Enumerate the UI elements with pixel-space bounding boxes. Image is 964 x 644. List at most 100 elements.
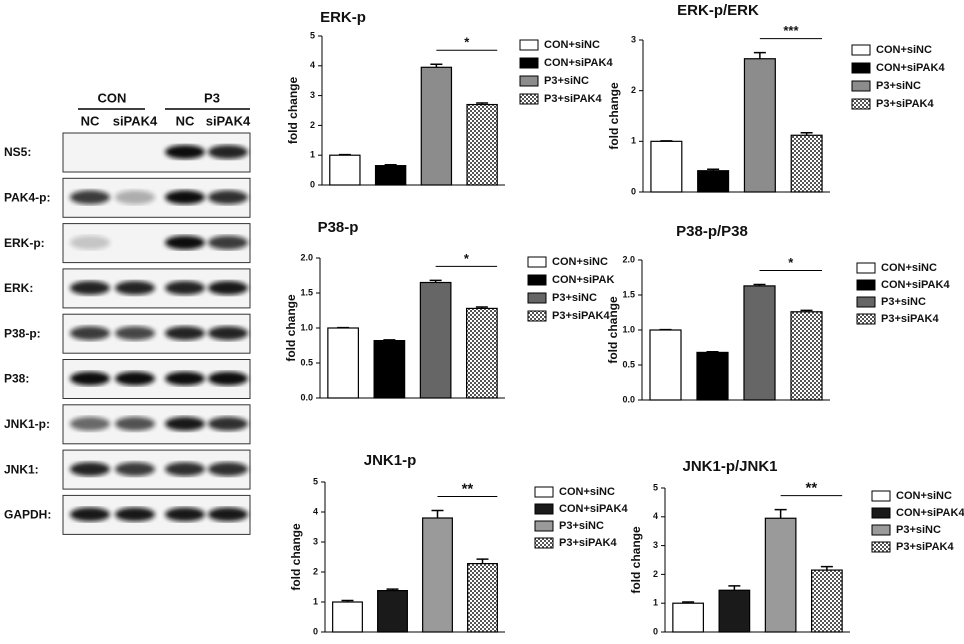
y-tick-label: 0 (631, 186, 636, 196)
band (70, 326, 110, 341)
legend-swatch (851, 44, 871, 56)
band (115, 371, 155, 386)
legend-swatch (519, 93, 539, 105)
significance-label: ** (806, 480, 818, 497)
band (70, 416, 110, 431)
legend-label: CON+siPAK4 (559, 503, 628, 515)
band (165, 190, 205, 205)
bar (696, 351, 729, 401)
y-tick-label: 0.5 (622, 359, 635, 369)
bar (697, 170, 730, 193)
bar (422, 517, 453, 633)
error-bar (338, 153, 351, 156)
y-axis-label: fold change (284, 294, 298, 362)
legend-swatch (527, 274, 547, 286)
y-tick-label: 5 (313, 476, 318, 486)
band (208, 145, 248, 159)
legend-swatch (856, 262, 876, 274)
error-bar (341, 599, 354, 602)
significance-label: * (464, 251, 470, 266)
legend-swatch (534, 486, 554, 498)
bar (790, 311, 823, 401)
error-bar (753, 283, 766, 286)
error-bar (774, 508, 787, 519)
legend-label: P3+siPAK4 (896, 541, 954, 553)
lane-label: NC (176, 113, 195, 128)
error-bar (430, 63, 443, 68)
band (115, 462, 155, 477)
y-tick-label: 1 (313, 596, 318, 606)
group-label: CON (98, 90, 127, 105)
band (165, 416, 205, 431)
legend-swatch (851, 98, 871, 110)
band (208, 462, 248, 477)
band (115, 507, 155, 522)
band (70, 507, 110, 522)
y-tick-label: 0.0 (622, 394, 635, 404)
chart-title: JNK1-p/JNK1 (682, 458, 777, 475)
error-bar (660, 140, 673, 142)
legend-label: P3+siNC (544, 75, 589, 87)
band (70, 235, 110, 250)
row-label: P38-p: (4, 326, 41, 340)
legend-label: CON+siPAK4 (896, 507, 964, 519)
y-tick-label: 0.0 (300, 392, 313, 402)
bar (466, 103, 498, 186)
y-tick-label: 0 (310, 179, 315, 189)
error-bar (475, 306, 488, 309)
band (208, 235, 248, 250)
y-tick-label: 5 (653, 482, 658, 492)
y-tick-label: 0 (313, 626, 318, 636)
y-tick-label: 4 (310, 60, 315, 70)
legend-label: CON+siPAK (552, 274, 615, 286)
band (165, 326, 205, 341)
bar (718, 589, 751, 633)
group-label: P3 (204, 90, 220, 105)
legend-label: P3+siPAK4 (881, 313, 939, 325)
y-tick-label: 2 (310, 120, 315, 130)
y-tick-label: 1.0 (300, 322, 313, 332)
y-tick-label: 1 (310, 150, 315, 160)
legend-label: P3+siNC (896, 524, 941, 536)
legend-label: P3+siPAK4 (552, 310, 610, 322)
legend-label: P3+siPAK4 (559, 537, 617, 549)
legend-swatch (856, 279, 876, 291)
error-bar (800, 131, 813, 136)
band (208, 280, 248, 295)
band (115, 416, 155, 431)
bar (743, 285, 776, 401)
y-tick-label: 2.0 (622, 254, 635, 264)
error-bar (707, 168, 720, 171)
y-axis-label: fold change (607, 82, 621, 150)
band (165, 235, 205, 250)
bar (329, 154, 361, 186)
bar (373, 340, 406, 399)
band (70, 280, 110, 295)
band (165, 371, 205, 386)
legend-swatch (527, 310, 547, 322)
y-tick-label: 1.5 (300, 287, 313, 297)
bar (672, 602, 704, 633)
legend-swatch (527, 292, 547, 304)
significance-label: * (464, 35, 470, 50)
band (70, 190, 110, 205)
lane-label: siPAK4 (113, 113, 158, 128)
y-tick-label: 3 (631, 34, 636, 44)
y-axis-label: fold change (606, 296, 620, 364)
band (208, 507, 248, 522)
y-tick-label: 1 (653, 598, 658, 608)
band (70, 462, 110, 477)
band (208, 416, 248, 431)
legend-label: CON+siNC (881, 262, 937, 274)
chart-title: P38-p (318, 219, 359, 236)
y-tick-label: 1.5 (622, 289, 635, 299)
y-axis-label: fold change (289, 523, 303, 591)
legend-label: P3+siNC (876, 80, 921, 92)
band (165, 280, 205, 295)
y-axis-label: fold change (286, 77, 300, 145)
legend-swatch (856, 313, 876, 325)
bar (374, 165, 407, 186)
legend-label: P3+siPAK4 (544, 93, 602, 105)
legend-swatch (534, 537, 554, 549)
legend-swatch (534, 520, 554, 532)
